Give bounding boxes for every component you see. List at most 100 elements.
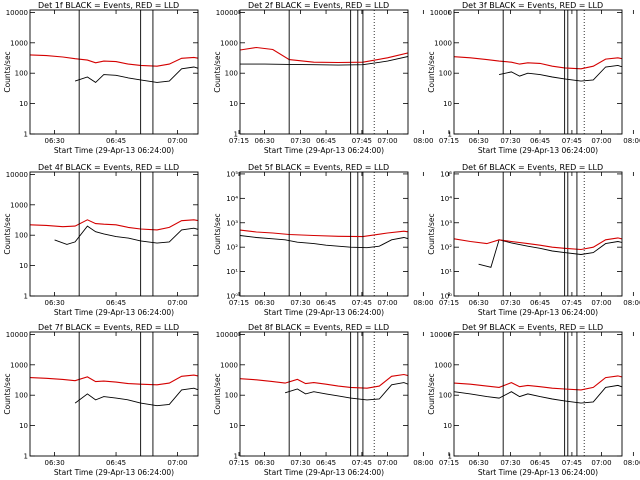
x-axis-label: Start Time (29-Apr-13 06:24:00)	[478, 308, 598, 317]
x-tick-label: 06:30	[468, 299, 488, 307]
y-tick-label: 10⁵	[440, 170, 452, 178]
x-tick-label: 07:00	[591, 137, 611, 145]
x-tick-label: 07:30	[500, 299, 520, 307]
panel-title: Det 9f BLACK = Events, RED = LLD	[462, 323, 603, 332]
panel-title: Det 4f BLACK = Events, RED = LLD	[38, 163, 179, 172]
y-tick-label: 1000	[10, 361, 28, 369]
y-tick-label: 10³	[440, 219, 452, 227]
x-tick-label: 07:00	[377, 137, 397, 145]
plot-frame	[29, 331, 199, 457]
x-tick-label: 07:15	[439, 299, 459, 307]
x-axis-label: Start Time (29-Apr-13 06:24:00)	[54, 146, 174, 155]
x-tick-label: 06:30	[468, 137, 488, 145]
y-tick-label: 1000	[10, 39, 28, 47]
x-tick-label: 07:00	[167, 299, 187, 307]
x-tick-label: 07:00	[591, 299, 611, 307]
events-series-line	[74, 387, 198, 407]
x-tick-label: 06:30	[44, 137, 64, 145]
x-tick-label: 06:45	[316, 459, 336, 467]
x-tick-label: 06:30	[44, 299, 64, 307]
x-tick-label: 07:30	[290, 299, 310, 307]
y-axis-label: Counts/sec	[213, 213, 222, 254]
lld-series-line	[240, 46, 408, 64]
x-axis-label: Start Time (29-Apr-13 06:24:00)	[264, 146, 384, 155]
y-axis-label: Counts/sec	[213, 373, 222, 414]
y-tick-label: 10000	[6, 171, 28, 179]
y-tick-label: 100	[15, 392, 28, 400]
x-tick-label: 07:45	[562, 459, 582, 467]
x-axis-label: Start Time (29-Apr-13 06:24:00)	[264, 468, 384, 477]
detector-panel: Det 5f BLACK = Events, RED = LLD 10⁰ 10¹ 10…	[213, 163, 640, 317]
x-tick-label: 07:00	[591, 459, 611, 467]
lld-series-line	[30, 54, 198, 67]
y-axis-label: Counts/sec	[213, 51, 222, 92]
y-tick-label: 10000	[216, 9, 238, 17]
y-axis-label: Counts/sec	[427, 51, 436, 92]
x-tick-label: 06:30	[468, 459, 488, 467]
y-tick-label: 10000	[430, 331, 452, 339]
y-tick-label: 100	[439, 392, 452, 400]
lld-series-line	[454, 375, 622, 391]
y-tick-label: 10	[19, 262, 28, 270]
y-axis-label: Counts/sec	[427, 373, 436, 414]
x-tick-label: 06:45	[106, 459, 126, 467]
plot-frame	[239, 171, 409, 297]
detector-panel: Det 8f BLACK = Events, RED = LLD11010010…	[213, 323, 640, 477]
x-tick-label: 07:30	[290, 137, 310, 145]
x-tick-label: 07:45	[352, 299, 372, 307]
y-tick-label: 10⁴	[440, 195, 452, 203]
y-tick-label: 1000	[10, 201, 28, 209]
y-tick-label: 10²	[440, 244, 452, 252]
x-tick-label: 06:30	[44, 459, 64, 467]
lld-series-line	[454, 56, 622, 70]
y-tick-label: 1000	[434, 361, 452, 369]
x-axis-label: Start Time (29-Apr-13 06:24:00)	[54, 308, 174, 317]
y-axis-label: Counts/sec	[427, 213, 436, 254]
x-tick-label: 07:15	[439, 459, 459, 467]
y-tick-label: 10000	[6, 9, 28, 17]
x-tick-label: 06:45	[530, 459, 550, 467]
x-tick-label: 08:00	[623, 459, 640, 467]
x-tick-label: 06:30	[254, 137, 274, 145]
lld-series-line	[240, 229, 408, 238]
y-tick-label: 10	[443, 100, 452, 108]
y-tick-label: 1000	[220, 39, 238, 47]
y-tick-label: 10	[443, 422, 452, 430]
detector-panel: Det 6f BLACK = Events, RED = LLD 10⁰ 10¹ 10…	[427, 163, 623, 317]
x-tick-label: 06:30	[254, 459, 274, 467]
y-tick-label: 100	[15, 232, 28, 240]
y-tick-label: 1000	[220, 361, 238, 369]
x-tick-label: 08:00	[413, 299, 433, 307]
y-tick-label: 1	[24, 453, 28, 461]
y-tick-label: 100	[225, 70, 238, 78]
y-tick-label: 10	[19, 100, 28, 108]
events-series-line	[284, 382, 408, 401]
detector-panel: Det 3f BLACK = Events, RED = LLD 1 10 100 10…	[427, 1, 623, 155]
y-tick-label: 100	[15, 70, 28, 78]
y-tick-label: 10000	[430, 9, 452, 17]
x-tick-label: 06:45	[530, 299, 550, 307]
y-tick-label: 1	[234, 131, 238, 139]
panel-title: Det 8f BLACK = Events, RED = LLD	[248, 323, 389, 332]
x-tick-label: 06:45	[106, 137, 126, 145]
y-tick-label: 10³	[226, 219, 238, 227]
events-series-line	[240, 56, 408, 66]
x-tick-label: 07:15	[229, 299, 249, 307]
panel-title: Det 6f BLACK = Events, RED = LLD	[462, 163, 603, 172]
plot-frame	[29, 171, 199, 297]
lld-series-line	[240, 373, 408, 389]
x-axis-label: Start Time (29-Apr-13 06:24:00)	[478, 468, 598, 477]
x-tick-label: 06:45	[530, 137, 550, 145]
panel-title: Det 5f BLACK = Events, RED = LLD	[248, 163, 389, 172]
y-axis-label: Counts/sec	[3, 213, 12, 254]
plot-frame	[29, 9, 199, 135]
plot-frame	[239, 9, 409, 135]
events-series-line	[478, 239, 622, 268]
x-tick-label: 06:45	[316, 137, 336, 145]
x-tick-label: 06:30	[254, 299, 274, 307]
lld-series-line	[30, 374, 198, 386]
x-tick-label: 07:00	[167, 137, 187, 145]
y-tick-label: 100	[225, 392, 238, 400]
y-tick-label: 10²	[226, 244, 238, 252]
